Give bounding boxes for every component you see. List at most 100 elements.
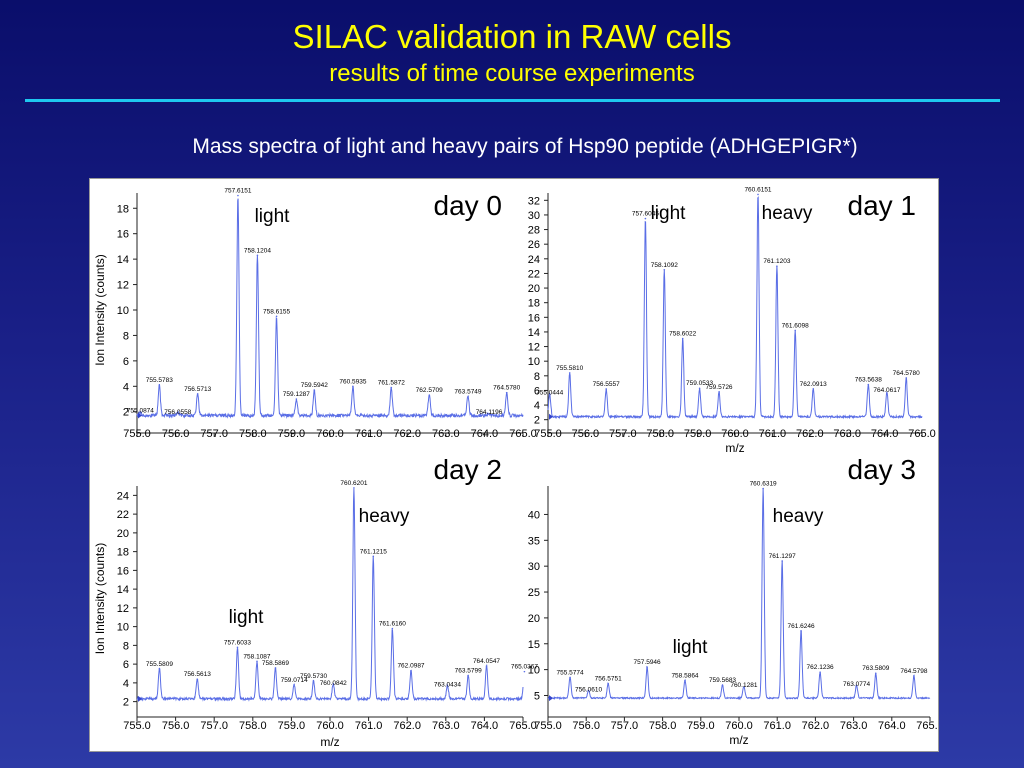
x-tick-label: 755.0: [534, 428, 562, 440]
peak-label: 761.1297: [769, 553, 796, 560]
x-tick-label: 759.0: [687, 720, 715, 732]
peak-point: [196, 678, 199, 680]
x-tick-label: 761.0: [355, 428, 383, 440]
x-tick-label: 764.0: [471, 720, 499, 732]
peak-point: [485, 665, 488, 667]
x-tick-label: 763.0: [840, 720, 868, 732]
x-tick-label: 760.0: [725, 720, 753, 732]
y-tick-label: 40: [528, 509, 540, 521]
peak-point: [523, 670, 526, 673]
series-annotation-light: light: [255, 206, 291, 227]
y-tick-label: 16: [528, 312, 540, 324]
peak-point: [721, 684, 724, 686]
x-tick-label: 755.0: [123, 428, 151, 440]
peak-label: 758.6022: [669, 331, 696, 338]
y-tick-label: 30: [528, 561, 540, 573]
peak-label: 762.0913: [800, 381, 827, 388]
x-tick-label: 760.0: [316, 720, 344, 732]
y-tick-label: 4: [534, 400, 540, 412]
peak-point: [352, 385, 354, 388]
y-tick-label: 2: [123, 407, 129, 419]
y-tick-label: 16: [117, 229, 129, 241]
series-annotation-light: light: [229, 607, 265, 628]
y-tick-label: 20: [528, 283, 540, 295]
y-tick-label: 14: [117, 254, 129, 266]
peak-label: 756.5557: [593, 381, 620, 388]
y-tick-label: 25: [528, 587, 540, 599]
x-tick-label: 764.0: [471, 428, 499, 440]
x-tick-label: 757.0: [611, 720, 639, 732]
peak-point: [390, 386, 393, 389]
y-tick-label: 12: [117, 603, 129, 615]
spectrum-trace: [547, 488, 931, 701]
x-tick-label: 764.0: [871, 428, 899, 440]
peak-point: [819, 671, 821, 674]
y-tick-label: 8: [123, 330, 129, 342]
y-tick-label: 20: [117, 528, 129, 540]
peak-label: 755.5783: [146, 377, 173, 384]
peak-label: 756.5751: [595, 676, 622, 683]
title-divider: [25, 99, 1000, 102]
x-tick-label: 759.0: [278, 720, 306, 732]
peak-label: 762.1236: [807, 664, 834, 671]
x-tick-label: 763.0: [432, 720, 460, 732]
peak-label: 761.6098: [782, 322, 809, 329]
peak-label: 755.5809: [146, 661, 173, 668]
y-tick-label: 6: [123, 356, 129, 368]
peak-label: 756.5713: [184, 386, 211, 393]
y-tick-label: 26: [528, 239, 540, 251]
peak-label: 757.6045: [632, 211, 659, 218]
x-tick-label: 758.0: [646, 428, 674, 440]
x-tick-label: 760.0: [721, 428, 749, 440]
y-tick-label: 12: [528, 342, 540, 354]
peak-label: 763.5799: [455, 667, 482, 674]
x-tick-label: 765.0: [509, 428, 537, 440]
x-tick-label: 762.0: [796, 428, 824, 440]
peak-label: 764.0617: [873, 387, 900, 394]
peak-label: 762.0987: [397, 663, 424, 670]
slide-title: SILAC validation in RAW cells: [292, 18, 732, 55]
x-tick-label: 758.0: [239, 428, 267, 440]
peak-label: 760.1281: [730, 682, 757, 689]
peak-point: [237, 194, 239, 197]
peak-point: [372, 555, 375, 558]
y-tick-label: 10: [117, 305, 129, 317]
peak-label: 763.5638: [855, 377, 882, 384]
baseline-marker: [549, 695, 553, 702]
y-axis-title: Ion Intensity (counts): [93, 254, 107, 365]
peak-label: 755.5810: [556, 365, 583, 372]
peak-point: [568, 372, 571, 374]
peak-point: [569, 676, 571, 679]
x-tick-label: 756.0: [162, 720, 190, 732]
peak-label: 763.5749: [454, 388, 481, 395]
peak-point: [663, 268, 666, 271]
peak-label: 760.6319: [750, 481, 777, 488]
peak-label: 758.1204: [244, 247, 271, 254]
x-tick-label: 757.0: [200, 428, 228, 440]
peak-point: [762, 487, 764, 490]
peak-label: 755.0444: [536, 389, 563, 396]
peak-point: [313, 389, 316, 391]
x-axis-title: m/z: [320, 735, 339, 749]
x-tick-label: 763.0: [432, 428, 460, 440]
peak-point: [293, 683, 295, 686]
x-tick-label: 759.0: [278, 428, 306, 440]
peak-label: 764.0547: [473, 658, 500, 665]
spectrum-trace: [136, 488, 524, 702]
x-tick-label: 761.0: [763, 720, 791, 732]
peak-label: 757.6033: [224, 639, 251, 646]
peak-label: 757.6151: [224, 188, 251, 195]
y-tick-label: 14: [528, 327, 540, 339]
slide-subtitle: results of time course experiments: [329, 60, 695, 87]
x-tick-label: 765.0: [509, 720, 537, 732]
day-label: day 0: [434, 190, 503, 221]
peak-label: 765.0367: [511, 664, 538, 671]
peak-label: 759.5942: [301, 382, 328, 389]
peak-point: [757, 193, 759, 196]
day-label: day 1: [848, 190, 917, 221]
x-tick-label: 762.0: [393, 428, 421, 440]
y-tick-label: 28: [528, 225, 540, 237]
peak-label: 761.1215: [360, 548, 387, 555]
peak-point: [275, 315, 278, 318]
spectrum-trace: [136, 198, 524, 419]
